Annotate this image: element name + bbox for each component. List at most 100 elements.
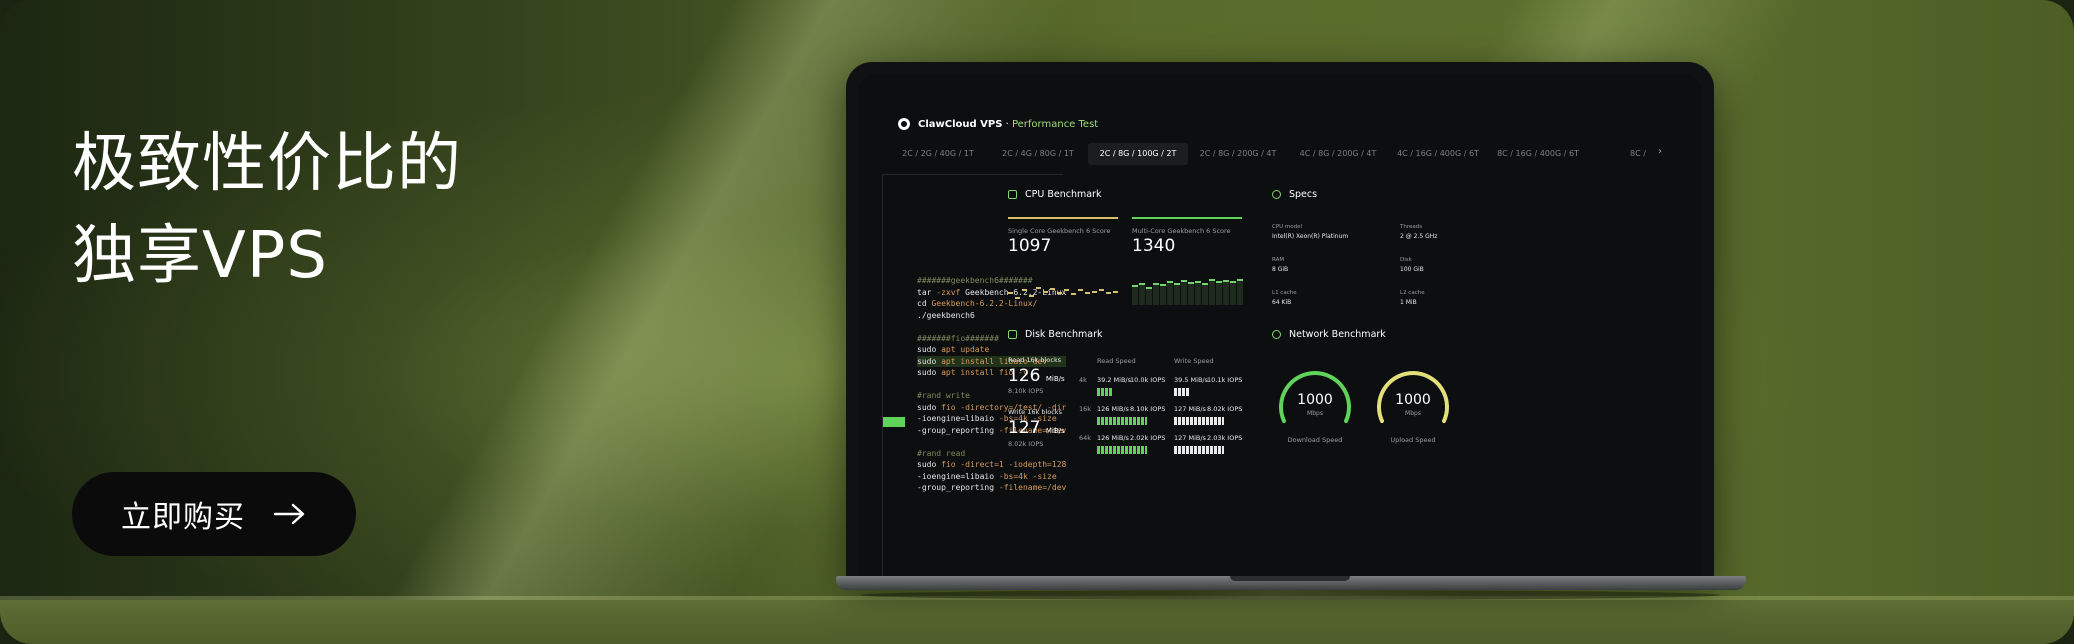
terminal-token: -filename=/dev [998, 483, 1067, 492]
sparkline-segment [1092, 290, 1097, 293]
specs-icon [1272, 190, 1281, 199]
plan-tabs: 2C / 2G / 40G / 1T 2C / 4G / 80G / 1T 2C /… [888, 142, 1688, 166]
cpu-icon [1008, 190, 1017, 199]
terminal-token: apt update [941, 345, 990, 354]
terminal-token: -ioengine=libaio [917, 414, 999, 423]
multi-core-column [1153, 282, 1159, 305]
laptop-screen: ClawCloud VPS · Performance Test 2C / 2G… [858, 74, 1702, 582]
network-icon [1272, 330, 1281, 339]
read-speed-bar [1097, 417, 1147, 425]
write-iops-value: 2.03k IOPS [1207, 434, 1243, 442]
plan-tab-6[interactable]: 8C / 16G / 400G / 6T [1497, 149, 1579, 158]
disk-block-size: 64k [1079, 434, 1092, 442]
upload-unit: Mbps [1405, 410, 1421, 417]
app-separator: · [1002, 118, 1012, 130]
clawcloud-logo-icon [898, 118, 910, 130]
plan-tab-3[interactable]: 2C / 8G / 200G / 4T [1199, 149, 1277, 158]
spec-value: 100 GiB [1400, 266, 1424, 273]
disk-read-value: 126 MiB/s [1008, 366, 1065, 386]
buy-now-button[interactable]: 立即购买 [72, 472, 356, 556]
terminal-line: #######fio####### [917, 333, 1066, 345]
sparkline-segment [1078, 289, 1083, 292]
app-header: ClawCloud VPS · Performance Test [898, 118, 1098, 130]
sparkline-segment [1071, 293, 1076, 296]
terminal-token: sudo [917, 460, 942, 469]
disk-write-iops: 8.02k IOPS [1008, 440, 1044, 448]
terminal-line: sudo fio -directory=/test/ -dir [917, 402, 1066, 414]
plan-tab-7[interactable]: 8C / [1630, 149, 1646, 158]
multi-core-column [1209, 279, 1215, 305]
disk-title-text: Disk Benchmark [1025, 329, 1103, 340]
multi-core-column [1188, 281, 1194, 305]
read-speed-value: 126 MiB/s [1097, 434, 1129, 442]
sparkline-segment [1050, 288, 1055, 291]
write-speed-value: 127 MiB/s [1174, 405, 1206, 413]
disk-read-number: 126 [1008, 366, 1041, 386]
plan-tab-4[interactable]: 4C / 8G / 200G / 4T [1299, 149, 1377, 158]
multi-core-column [1167, 281, 1173, 305]
terminal-line: sudo apt install fio -y [917, 367, 1066, 379]
download-value: 1000 [1297, 392, 1333, 408]
download-gauge [1270, 359, 1360, 449]
single-core-score: 1097 [1008, 236, 1052, 256]
sparkline-segment [1085, 292, 1090, 294]
spec-value: 1 MiB [1400, 299, 1417, 306]
plan-tab-5[interactable]: 4C / 16G / 400G / 6T [1397, 149, 1479, 158]
spec-label: CPU model [1272, 224, 1303, 230]
plan-tab-2[interactable]: 2C / 8G / 100G / 2T [1088, 143, 1188, 165]
laptop-notch [1230, 576, 1350, 581]
terminal-line: sudo fio -direct=1 -iodepth=128 [917, 459, 1066, 471]
terminal-line: -ioengine=libaio -bs=4k -size [917, 413, 1066, 425]
plan-tab-1[interactable]: 2C / 4G / 80G / 1T [1002, 149, 1074, 158]
upload-value: 1000 [1395, 392, 1431, 408]
terminal-line: sudo apt update [917, 344, 1066, 356]
terminal-token: fio -directory=/test/ -dir [941, 402, 1067, 412]
terminal-token: #rand write [917, 391, 970, 400]
multi-core-column-top [1216, 281, 1222, 284]
disk-block-size: 16k [1079, 405, 1092, 413]
multi-core-column-top [1132, 285, 1138, 288]
write-speed-bar [1174, 446, 1224, 454]
plan-tab-0[interactable]: 2C / 2G / 40G / 1T [902, 149, 974, 158]
terminal-token: -zxvf [936, 287, 966, 297]
terminal-token: sudo [917, 356, 942, 366]
disk-icon [1008, 330, 1017, 339]
multi-core-column-top [1223, 279, 1229, 282]
spec-value: 8 GiB [1272, 266, 1289, 273]
single-core-sparkline [1008, 269, 1118, 305]
spec-label: Threads [1400, 224, 1423, 230]
line-highlight-marker [883, 417, 905, 427]
download-label: Download Speed [1287, 436, 1343, 444]
terminal-token: -group_reporting [917, 483, 999, 492]
multi-core-column-top [1160, 284, 1166, 287]
terminal-token: -ioengine=libaio [917, 471, 999, 481]
app-subtitle: Performance Test [1011, 118, 1099, 130]
multi-core-column-top [1188, 281, 1194, 284]
disk-benchmark-title: Disk Benchmark [1008, 329, 1103, 340]
terminal-token: -group_reporting [917, 425, 999, 435]
multi-core-column-top [1174, 283, 1180, 286]
sparkline-segment [1064, 289, 1069, 292]
network-title-text: Network Benchmark [1289, 329, 1386, 340]
read-speed-bar [1097, 446, 1147, 454]
multi-core-column-top [1209, 279, 1215, 282]
spec-value: 2 @ 2.5 GHz [1400, 233, 1438, 240]
disk-block-size: 4k [1079, 376, 1087, 384]
write-speed-bar [1174, 417, 1224, 425]
network-benchmark-title: Network Benchmark [1272, 329, 1386, 340]
write-speed-value: 39.5 MiB/s [1174, 376, 1208, 384]
disk-read-iops: 8.10k IOPS [1008, 387, 1044, 395]
tabs-next-chevron-icon[interactable]: › [1658, 146, 1662, 157]
terminal-token: #######geekbench6####### [917, 276, 1033, 285]
terminal-line: -group_reporting -filename=/dev [917, 482, 1066, 494]
multi-core-column [1174, 283, 1180, 305]
write-iops-value: 10.1k IOPS [1207, 376, 1243, 384]
sparkline-segment [1106, 292, 1111, 294]
terminal-token: cd [917, 299, 932, 308]
multi-core-accent [1132, 217, 1242, 219]
single-core-label: Single Core Geekbench 6 Score [1008, 227, 1111, 235]
spec-label: L1 cache [1272, 290, 1297, 296]
upload-gauge [1368, 359, 1458, 449]
sparkline-segment [1043, 290, 1048, 293]
